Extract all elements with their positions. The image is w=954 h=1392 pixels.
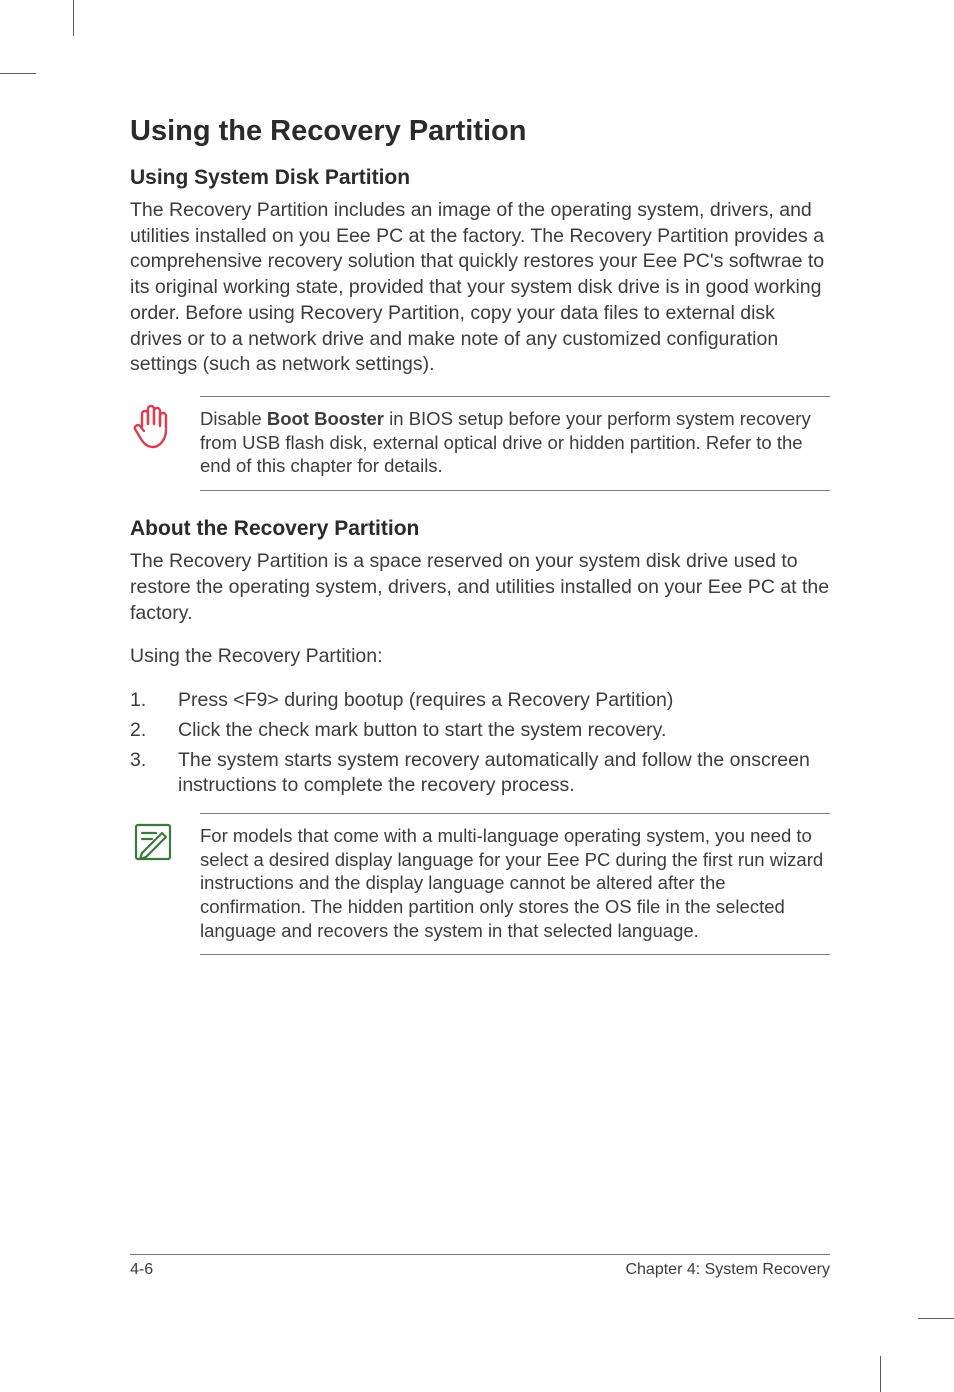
section-heading: Using System Disk Partition <box>130 166 830 190</box>
crop-mark <box>0 73 36 74</box>
body-paragraph: The Recovery Partition includes an image… <box>130 198 830 378</box>
note-pencil-icon <box>130 813 200 865</box>
list-item: Press <F9> during bootup (requires a Rec… <box>130 688 830 714</box>
note-callout: For models that come with a multi-langua… <box>130 813 830 955</box>
callout-bold: Boot Booster <box>267 408 384 429</box>
body-paragraph: Using the Recovery Partition: <box>130 644 830 670</box>
callout-text: Disable Boot Booster in BIOS setup befor… <box>200 396 830 491</box>
crop-mark <box>73 0 74 36</box>
callout-text: For models that come with a multi-langua… <box>200 813 830 955</box>
steps-list: Press <F9> during bootup (requires a Rec… <box>130 688 830 799</box>
crop-mark <box>880 1356 881 1392</box>
crop-mark <box>918 1318 954 1319</box>
caution-callout: Disable Boot Booster in BIOS setup befor… <box>130 396 830 491</box>
hand-caution-icon <box>130 396 200 452</box>
page-number: 4-6 <box>130 1261 153 1279</box>
callout-pre: Disable <box>200 408 267 429</box>
page-footer: 4-6 Chapter 4: System Recovery <box>130 1254 830 1279</box>
chapter-label: Chapter 4: System Recovery <box>625 1261 830 1279</box>
section-heading: About the Recovery Partition <box>130 517 830 541</box>
page-title: Using the Recovery Partition <box>130 115 830 148</box>
list-item: The system starts system recovery automa… <box>130 748 830 799</box>
page-content: Using the Recovery Partition Using Syste… <box>130 115 830 981</box>
list-item: Click the check mark button to start the… <box>130 718 830 744</box>
body-paragraph: The Recovery Partition is a space reserv… <box>130 549 830 626</box>
